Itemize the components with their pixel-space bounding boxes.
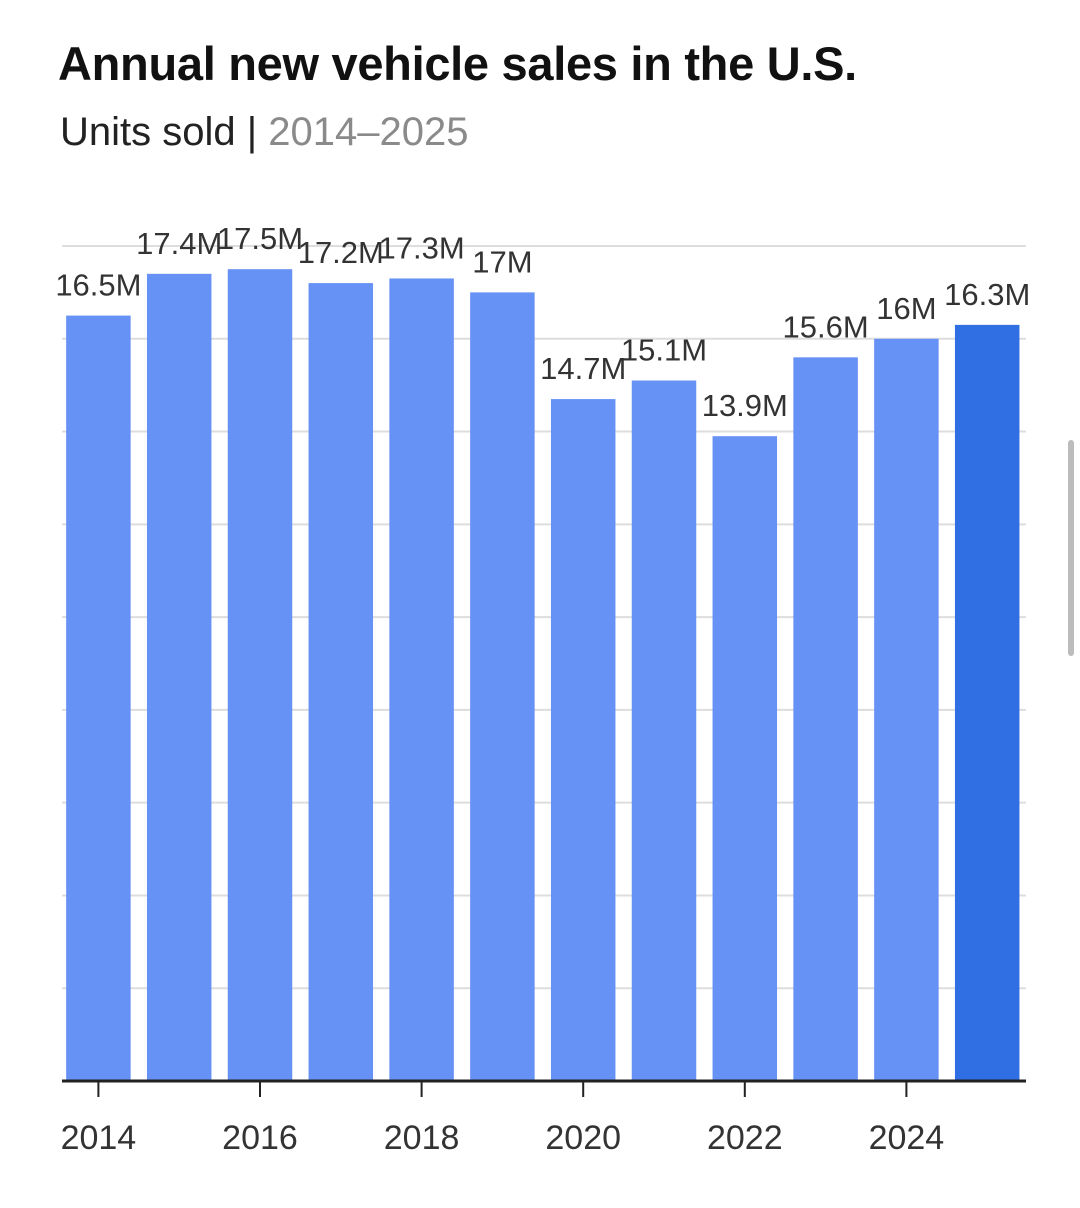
chart-title: Annual new vehicle sales in the U.S. <box>58 37 857 90</box>
data-label-2021: 15.1M <box>621 333 707 368</box>
x-tick-label-2020: 2020 <box>545 1119 621 1157</box>
bars <box>66 269 1020 1082</box>
bar-2016[interactable] <box>227 269 293 1081</box>
bar-2019[interactable] <box>470 292 535 1081</box>
vertical-scrollbar[interactable] <box>1068 440 1074 656</box>
data-label-2022: 13.9M <box>702 388 788 423</box>
x-axis: 2014 2016 2018 2020 2022 2024 <box>61 1079 1026 1157</box>
data-label-2016: 17.5M <box>217 221 303 256</box>
data-label-2015: 17.4M <box>136 226 222 261</box>
subtitle-units: Units sold | <box>60 110 269 154</box>
data-label-2018: 17.3M <box>379 230 465 265</box>
bar-2020[interactable] <box>550 399 616 1081</box>
gridlines <box>62 245 1026 990</box>
bar-2018[interactable] <box>389 278 454 1081</box>
data-label-2023: 15.6M <box>783 309 869 344</box>
data-label-2020: 14.7M <box>540 351 626 386</box>
bar-2017[interactable] <box>308 283 374 1082</box>
data-label-2024: 16M <box>876 291 936 326</box>
bar-2022[interactable] <box>712 436 778 1081</box>
data-label-2017: 17.2M <box>298 235 384 270</box>
x-tick-label-2014: 2014 <box>61 1119 137 1157</box>
data-label-2025: 16.3M <box>944 277 1030 312</box>
chart-subtitle: Units sold | 2014–2025 <box>60 110 468 155</box>
subtitle-date-range: 2014–2025 <box>268 110 469 154</box>
bar-2015[interactable] <box>146 273 212 1081</box>
bar-2021[interactable] <box>631 380 697 1081</box>
bar-2023[interactable] <box>793 357 858 1081</box>
data-label-2014: 16.5M <box>55 268 141 303</box>
x-tick-label-2022: 2022 <box>707 1119 783 1157</box>
x-tick-label-2016: 2016 <box>222 1119 298 1157</box>
x-tick-label-2024: 2024 <box>869 1119 945 1157</box>
bar-2025[interactable] <box>954 324 1020 1082</box>
x-tick-label-2018: 2018 <box>384 1119 460 1157</box>
data-label-2019: 17M <box>472 244 532 279</box>
bar-2014[interactable] <box>66 315 131 1081</box>
bar-2024[interactable] <box>874 338 939 1081</box>
